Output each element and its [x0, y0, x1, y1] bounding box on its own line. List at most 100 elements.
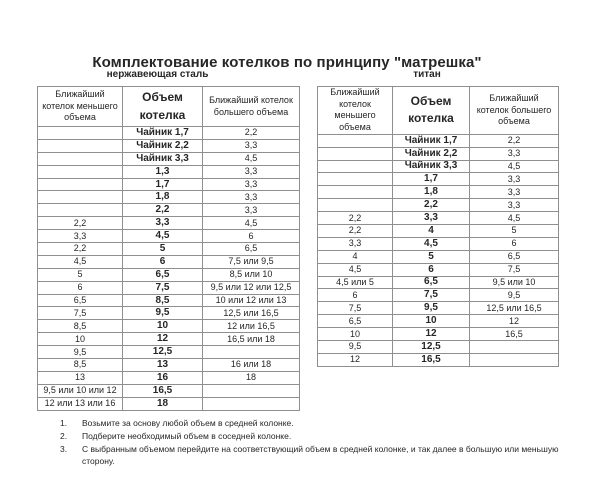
cell-larger-pot: 3,3	[469, 172, 559, 187]
note-text: Подберите необходимый объем в соседней к…	[82, 431, 292, 441]
cell-larger-pot: 9,5	[469, 288, 559, 303]
note-text: С выбранным объемом перейдите на соответ…	[82, 444, 559, 466]
cell-volume: 2,2	[392, 198, 470, 213]
table-row: 4,5 или 5 6,5 9,5 или 10	[317, 275, 559, 290]
table-row: 1,7 3,3	[317, 172, 559, 187]
note-text: Возьмите за основу любой объем в средней…	[82, 418, 294, 428]
header-smaller-pot: Ближайший котелок меньшего объема	[37, 86, 123, 127]
cell-volume: 8,5	[122, 293, 203, 308]
cell-volume: 13	[122, 358, 203, 372]
table-stainless-steel: Ближайший котелок меньшего объема Объем к…	[37, 86, 300, 411]
cell-volume: 4	[392, 223, 470, 238]
table-row: 2,2 3,3 4,5	[37, 216, 300, 231]
cell-volume: 12,5	[122, 345, 203, 360]
cell-larger-pot: 6	[469, 236, 559, 251]
table-row: 6,5 8,5 10 или 12 или 13	[37, 293, 300, 308]
cell-volume: 4,5	[392, 236, 470, 251]
table-row: 5 6,5 8,5 или 10	[37, 267, 300, 282]
table-row: 6,5 10 12	[317, 314, 559, 329]
cell-larger-pot: 16,5 или 18	[202, 332, 300, 347]
cell-smaller-pot: 4	[317, 249, 393, 264]
table-row: 12 16,5	[317, 352, 559, 367]
header-volume: Объем котелка	[392, 86, 470, 135]
cell-larger-pot: 2,2	[202, 126, 300, 140]
cell-volume: 6,5	[122, 267, 203, 282]
cell-smaller-pot	[317, 172, 393, 187]
table-row: 2,2 5 6,5	[37, 242, 300, 256]
cell-larger-pot: 3,3	[202, 164, 300, 179]
cell-smaller-pot	[317, 146, 393, 161]
cell-volume: Чайник 2,2	[122, 138, 203, 153]
table-row: 4 5 6,5	[317, 249, 559, 264]
cell-volume: Чайник 1,7	[122, 126, 203, 140]
cell-smaller-pot: 6	[317, 288, 393, 303]
cell-smaller-pot: 2,2	[317, 223, 393, 238]
table-row: 6 7,5 9,5 или 12 или 12,5	[37, 280, 300, 295]
cell-larger-pot: 12	[469, 314, 559, 329]
cell-larger-pot: 6,5	[202, 242, 300, 256]
cell-larger-pot: 3,3	[202, 177, 300, 192]
table-row: Чайник 2,2 3,3	[317, 146, 559, 161]
cell-larger-pot: 16 или 18	[202, 358, 300, 372]
cell-larger-pot: 3,3	[202, 203, 300, 218]
notes-list: 1. Возьмите за основу любой объем в средн…	[60, 417, 585, 468]
cell-larger-pot	[202, 396, 300, 411]
cell-volume: Чайник 1,7	[392, 133, 470, 148]
cell-smaller-pot: 8,5	[37, 358, 123, 372]
cell-larger-pot: 12,5 или 16,5	[469, 301, 559, 316]
cell-volume: 1,8	[392, 185, 470, 200]
cell-volume: 2,2	[122, 203, 203, 218]
header-larger-pot: Ближайший котелок большего объема	[469, 86, 559, 135]
cell-smaller-pot: 3,3	[37, 229, 123, 244]
cell-smaller-pot: 4,5	[37, 254, 123, 269]
note-number: 2.	[60, 431, 68, 441]
cell-smaller-pot: 7,5	[37, 306, 123, 321]
cell-smaller-pot: 2,2	[317, 211, 393, 225]
cell-smaller-pot: 9,5	[317, 340, 393, 354]
table-row: 7,5 9,5 12,5 или 16,5	[37, 306, 300, 321]
cell-smaller-pot	[37, 151, 123, 166]
cell-volume: Чайник 3,3	[392, 159, 470, 174]
table-row: 1,7 3,3	[37, 177, 300, 192]
cell-smaller-pot: 6	[37, 280, 123, 295]
note-number: 3.	[60, 444, 68, 454]
cell-smaller-pot: 4,5	[317, 262, 393, 277]
cell-volume: 12	[122, 332, 203, 347]
cell-larger-pot: 5	[469, 223, 559, 238]
cell-volume: 7,5	[392, 288, 470, 303]
cell-larger-pot: 12 или 16,5	[202, 319, 300, 334]
cell-larger-pot: 6,5	[469, 249, 559, 264]
subtitle-titanium: титан	[413, 69, 441, 80]
subtitle-stainless-steel: нержавеющая сталь	[106, 69, 209, 80]
table-row: Чайник 3,3 4,5	[317, 159, 559, 174]
cell-volume: 3,3	[122, 216, 203, 231]
cell-volume: 16,5	[392, 352, 470, 367]
cell-larger-pot: 3,3	[202, 190, 300, 205]
cell-volume: 9,5	[122, 306, 203, 321]
cell-larger-pot: 18	[202, 370, 300, 385]
cell-smaller-pot: 9,5 или 10 или 12	[37, 383, 123, 398]
cell-larger-pot: 4,5	[469, 211, 559, 225]
cell-volume: 12	[392, 327, 470, 341]
cell-smaller-pot	[37, 138, 123, 153]
cell-larger-pot: 7,5	[469, 262, 559, 277]
cell-smaller-pot	[317, 133, 393, 148]
cell-smaller-pot: 9,5	[37, 345, 123, 360]
header-larger-pot: Ближайший котелок большего объема	[202, 86, 300, 127]
cell-volume: 16	[122, 370, 203, 385]
cell-volume: 6,5	[392, 275, 470, 290]
table-row: 10 12 16,5 или 18	[37, 332, 300, 347]
table-row: 8,5 13 16 или 18	[37, 358, 300, 372]
cell-volume: 1,3	[122, 164, 203, 179]
cell-larger-pot: 8,5 или 10	[202, 267, 300, 282]
cell-larger-pot: 4,5	[202, 151, 300, 166]
cell-volume: 5	[122, 242, 203, 256]
cell-larger-pot: 6	[202, 229, 300, 244]
cell-larger-pot: 10 или 12 или 13	[202, 293, 300, 308]
table-row: Чайник 2,2 3,3	[37, 138, 300, 153]
table-row: 8,5 10 12 или 16,5	[37, 319, 300, 334]
cell-smaller-pot	[37, 203, 123, 218]
table-row: Чайник 1,7 2,2	[37, 126, 300, 140]
cell-volume: 7,5	[122, 280, 203, 295]
